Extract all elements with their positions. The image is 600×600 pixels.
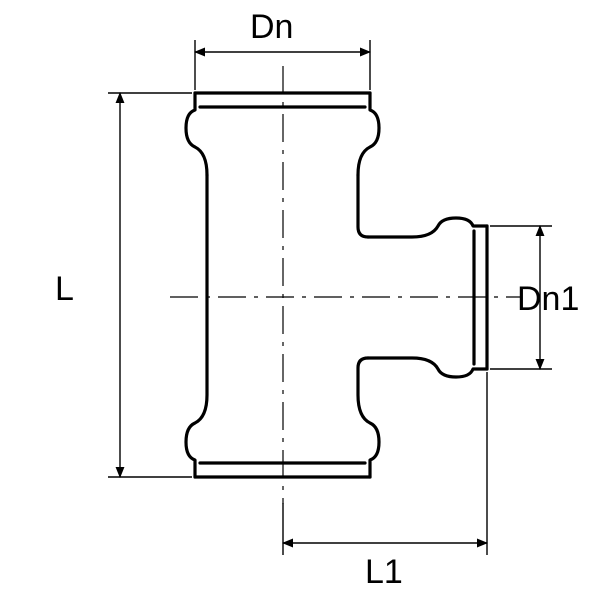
dimension-Dn1: Dn1 [490,226,579,369]
label-L: L [55,270,74,308]
part-outline [186,93,487,477]
label-Dn: Dn [250,8,293,46]
label-L1: L1 [365,553,403,591]
technical-drawing: Dn L Dn1 L1 [0,0,600,600]
label-Dn1: Dn1 [517,280,579,318]
dimension-L: L [55,93,192,477]
dimension-L1: L1 [283,372,487,591]
centerlines [170,66,520,504]
